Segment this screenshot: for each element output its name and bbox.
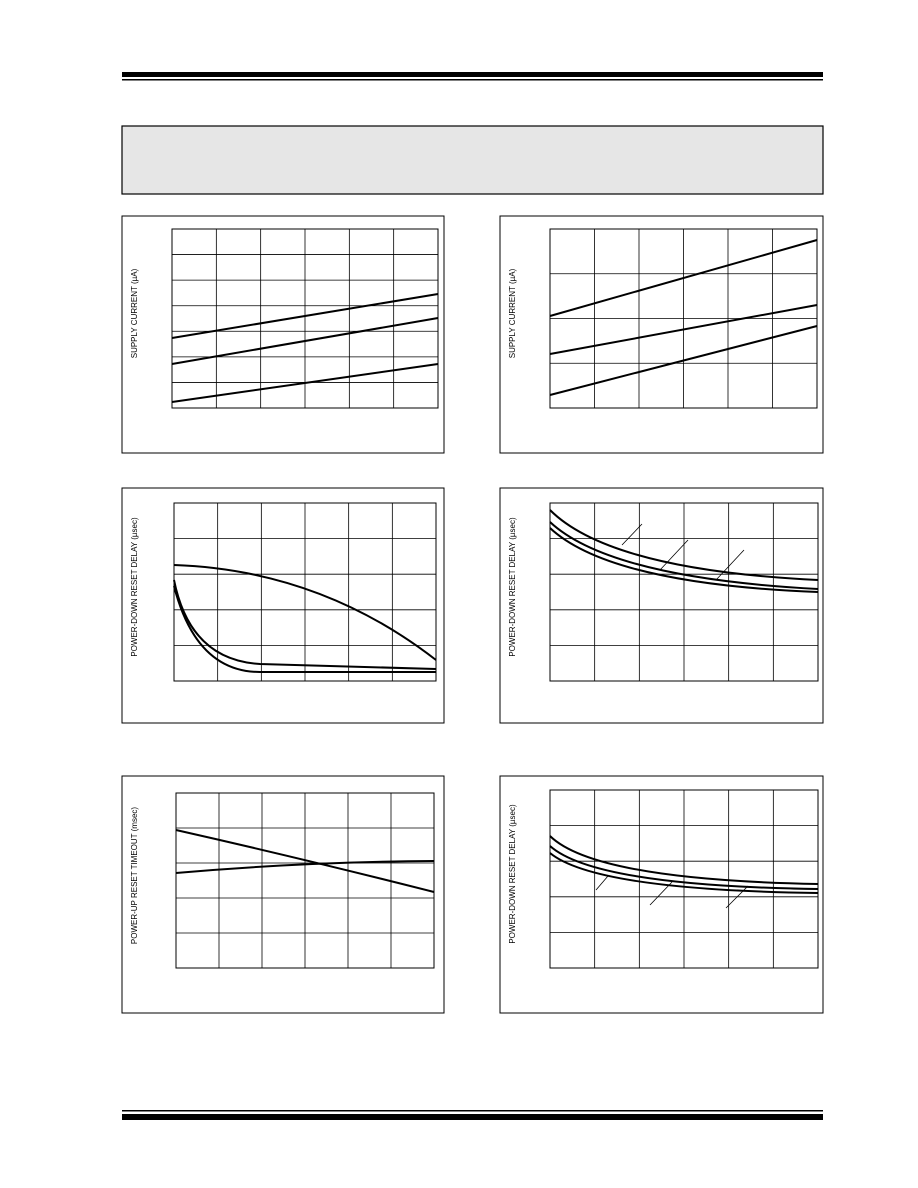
curve [549,521,819,590]
curves [171,239,819,909]
leader [621,523,643,546]
curve [173,564,437,661]
curve [549,527,819,593]
curve [549,325,818,396]
curve [173,585,436,673]
leader [725,885,749,909]
leader [659,539,689,571]
leader [715,549,745,581]
bottom-rule [122,1114,823,1120]
chart-panel [121,215,445,454]
curve [549,852,819,894]
leader [649,881,673,906]
chart-panel [499,487,824,724]
chart-panel [499,775,824,1014]
bottom-rule-thin [122,1110,823,1112]
chart-panel [121,487,445,724]
leader [595,875,609,891]
curve [171,317,439,365]
curve [549,304,818,355]
y-axis-label: SUPPLY CURRENT (µA) [130,268,139,358]
y-axis-label: POWER-DOWN RESET DELAY (µsec) [130,517,139,657]
header-box [121,125,824,195]
curve [171,363,439,403]
curve [549,845,819,890]
y-axis-label: POWER-DOWN RESET DELAY (µsec) [508,804,517,944]
curve [549,239,818,317]
y-axis-label: POWER-DOWN RESET DELAY (µsec) [508,517,517,657]
curve [171,293,439,339]
top-rule-thin [122,79,823,81]
curve [175,860,435,874]
curve [549,835,819,885]
chart-panel [121,775,445,1014]
y-axis-label: POWER-UP RESET TIMEOUT (msec) [130,807,139,945]
curve [549,509,819,581]
y-axis-label: SUPPLY CURRENT (µA) [508,268,517,358]
top-rule [122,72,823,77]
curve [173,579,437,670]
curve [175,829,435,893]
